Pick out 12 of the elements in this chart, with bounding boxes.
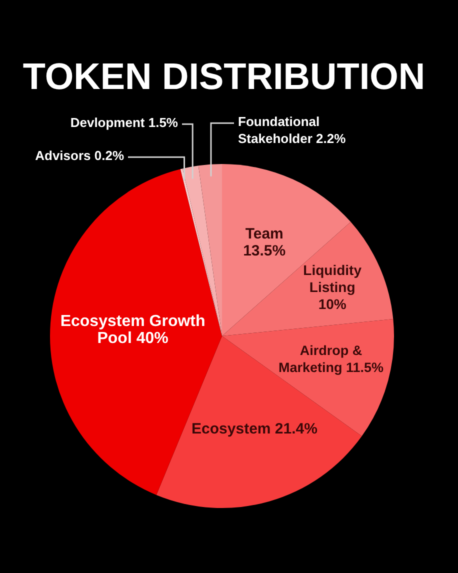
slice-label: Ecosystem 21.4%	[192, 420, 318, 438]
chart-title: TOKEN DISTRIBUTION	[22, 56, 426, 97]
slice-label: Ecosystem Growth Pool 40%	[60, 312, 206, 347]
slice-label: Team	[245, 225, 284, 242]
slice-label: Advisors 0.2%	[35, 148, 124, 163]
slice-label: Foundational Stakeholder 2.2%	[238, 114, 346, 146]
data-label: 13.5%	[243, 242, 286, 260]
pie-slice	[222, 222, 394, 336]
slice-label: Devlopment 1.5%	[70, 115, 178, 130]
slice-label: Liquidity Listing	[303, 262, 362, 295]
slice-label: Airdrop & Marketing 11.5%	[278, 343, 384, 376]
data-label: 10%	[318, 296, 347, 312]
